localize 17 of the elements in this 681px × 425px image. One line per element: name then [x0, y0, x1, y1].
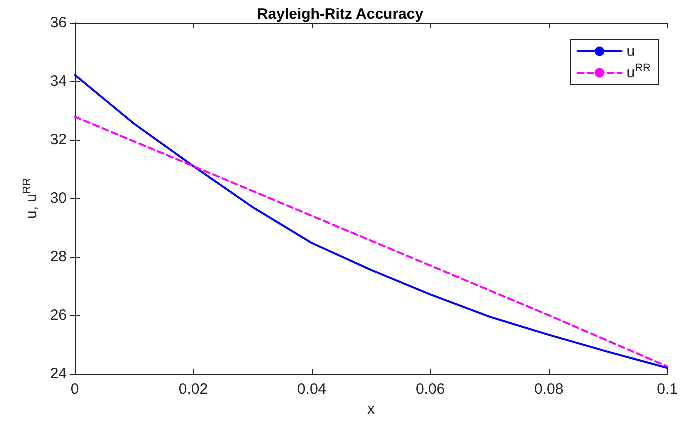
legend-label: u: [626, 43, 636, 60]
x-axis-title: x: [368, 400, 376, 418]
x-tick-label: 0.1: [657, 381, 678, 398]
y-tick-label: 34: [50, 73, 67, 90]
x-tick-label: 0.06: [416, 381, 446, 398]
chart-title: Rayleigh-Ritz Accuracy: [257, 6, 424, 23]
x-tick-label: 0.08: [534, 381, 564, 398]
y-tick-label: 28: [50, 248, 67, 266]
y-tick-label: 26: [50, 307, 67, 324]
x-tick-label: 0: [70, 381, 80, 398]
y-tick-label: 32: [50, 132, 67, 148]
y-axis-title: u, uRR: [21, 178, 40, 219]
y-tick-label: 24: [50, 366, 67, 382]
y-tick-label: 36: [50, 14, 67, 32]
x-tick-label: 0.04: [297, 381, 327, 398]
x-tick-label: 0.02: [178, 381, 208, 398]
y-tick-label: 30: [50, 190, 67, 207]
